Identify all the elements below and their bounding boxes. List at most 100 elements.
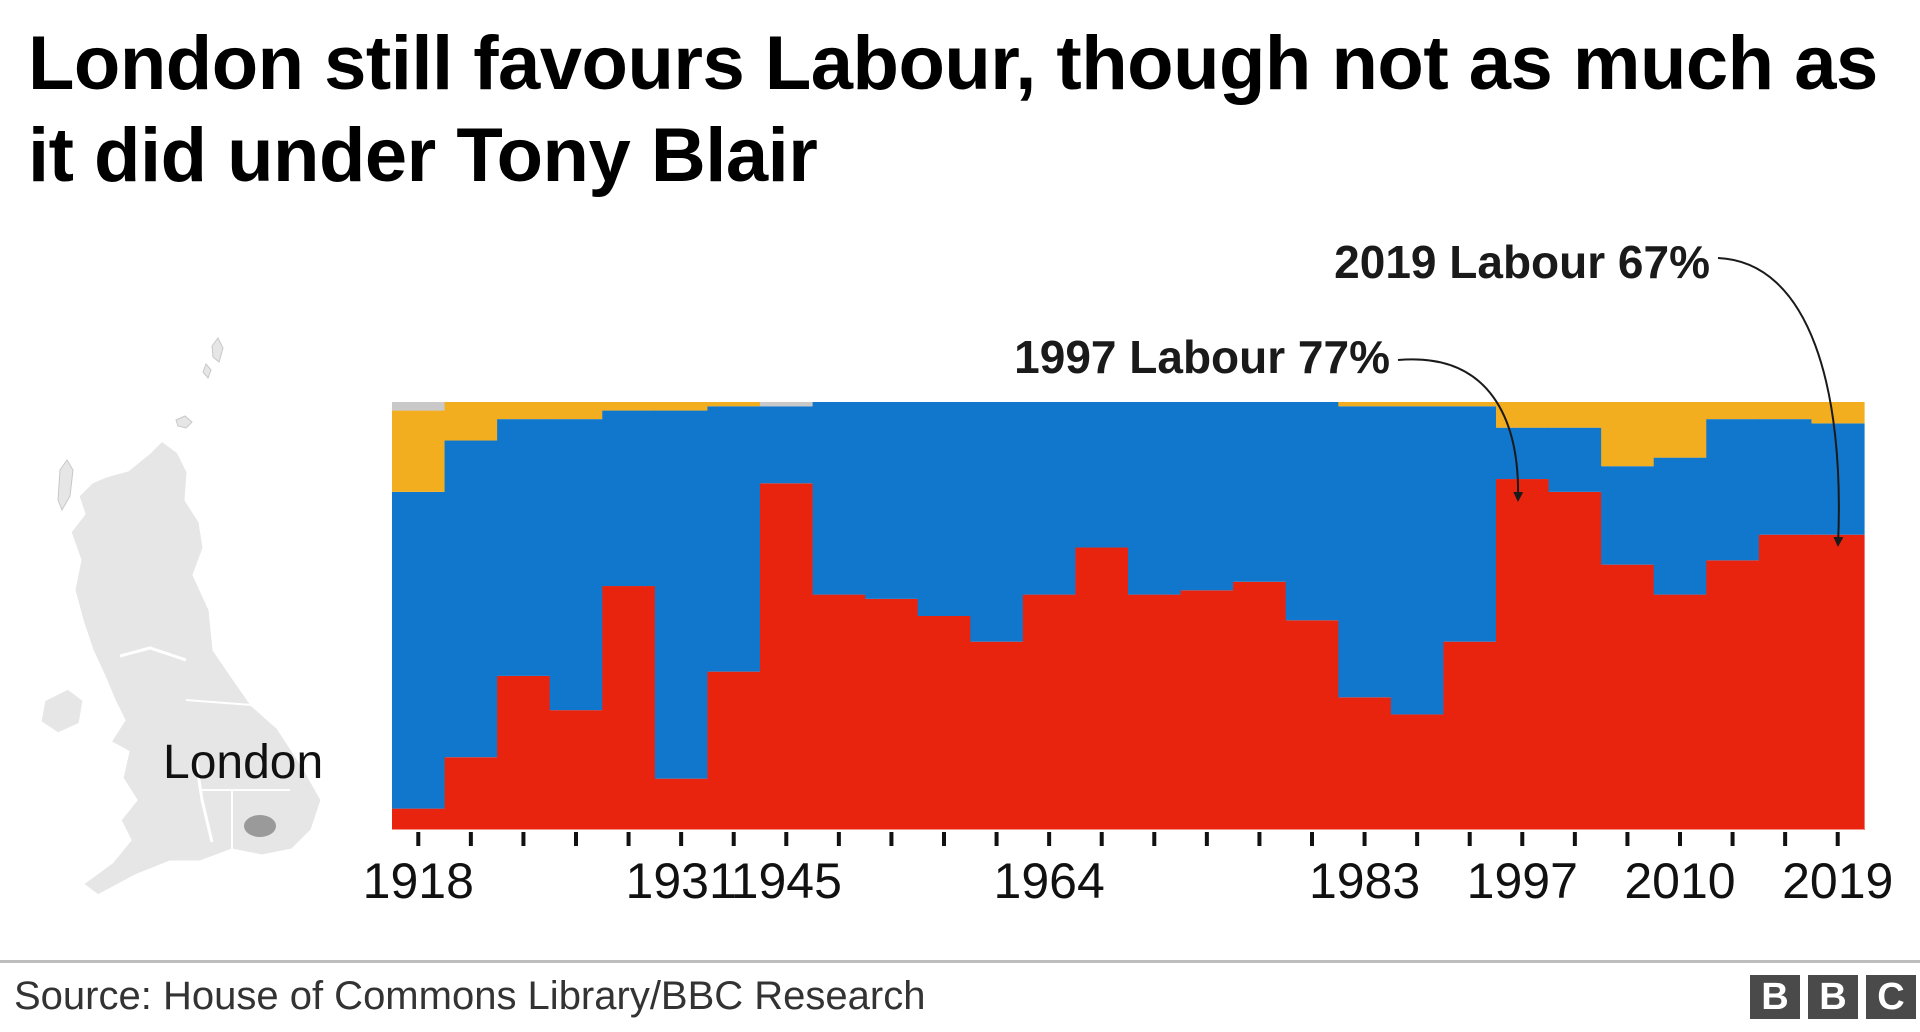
bar-segment-conservative-1922 [444,440,498,758]
bar-segment-labour-2001 [1548,491,1602,830]
bar-segment-conservative-1951 [865,402,919,599]
bar-segment-labour-1945 [760,483,814,830]
bar-segment-labour-2017 [1758,534,1813,830]
bar-segment-labour-2015 [1706,560,1760,830]
london-highlight [244,815,276,837]
annotation-2019-label: 2019 Labour 67% [1334,236,1710,288]
bar-segment-other-1918 [392,402,446,411]
bar-segment-labour-1966 [1075,547,1129,830]
bar-segment-conservative-1997 [1496,427,1550,480]
x-tick-label-1931: 1931 [626,853,737,909]
x-tick-label-2019: 2019 [1782,853,1893,909]
x-tick-label-2010: 2010 [1624,853,1735,909]
bbc-logo-letter: C [1866,975,1916,1019]
bar-segment-labour-1974F [1180,590,1234,830]
wales-border [194,759,214,843]
bar-segment-labour-1931 [654,778,709,830]
bar-segment-conservative-1979 [1285,402,1339,621]
x-axis-ticks [416,832,1840,846]
annotation-1997-label: 1997 Labour 77% [1014,331,1390,383]
bar-segment-liberal-1983 [1338,402,1392,407]
x-tick-label-1945: 1945 [731,853,842,909]
annotation-2019-arrow [1717,257,1844,547]
bar-segment-conservative-1964 [1022,402,1077,595]
x-tick-label-1983: 1983 [1309,853,1420,909]
bar-segment-liberal-2017 [1758,402,1813,420]
bar-segment-conservative-1929 [602,410,656,587]
bar-segment-liberal-1929 [602,402,656,411]
bar-segment-liberal-1987 [1390,402,1445,407]
bar-segment-liberal-2001 [1548,402,1602,428]
scotland-border [119,646,187,662]
stacked-bars [392,402,1865,830]
chart-title: London still favours Labour, though not … [28,21,1878,198]
bar-segment-labour-1929 [602,586,656,830]
bar-segment-conservative-1955 [917,402,971,616]
bbc-logo-letter: B [1808,975,1858,1019]
x-tick-label-1964: 1964 [994,853,1105,909]
bar-segment-other-1945 [760,402,814,407]
northern-ireland-outline [38,686,86,736]
bar-segment-conservative-2017 [1758,419,1813,535]
bar-segment-labour-2005 [1601,564,1655,830]
bar-segment-liberal-1935 [707,402,761,407]
bar-segment-labour-1951 [865,598,919,830]
bar-segment-conservative-1935 [707,406,761,672]
bar-segment-liberal-2010 [1653,402,1707,458]
bar-segment-liberal-2005 [1601,402,1655,467]
bar-segment-conservative-2005 [1601,466,1655,565]
source-credit: Source: House of Commons Library/BBC Res… [14,974,926,1018]
bar-segment-labour-1922 [444,757,498,830]
bar-segment-labour-1964 [1022,594,1077,830]
bar-segment-conservative-1924 [549,419,603,711]
bar-segment-labour-1918 [392,808,446,830]
bar-segment-liberal-1924 [549,402,603,420]
bar-segment-liberal-1997 [1496,402,1550,428]
bar-segment-labour-1955 [917,616,971,830]
shetland-islands [202,337,224,379]
x-tick-label-1997: 1997 [1467,853,1578,909]
uk-map: London [38,337,324,898]
western-isles [57,459,74,512]
bar-segment-conservative-1970 [1128,402,1182,595]
bar-segment-conservative-1950 [812,402,866,595]
x-tick-label-1918: 1918 [363,853,474,909]
bar-segment-conservative-1923 [497,419,551,676]
bar-segment-conservative-1966 [1075,402,1129,548]
bar-segment-conservative-1931 [654,410,709,779]
great-britain-outline [68,438,324,898]
bar-segment-labour-1974O [1233,581,1287,830]
bar-segment-conservative-1992 [1443,406,1497,642]
bar-segment-liberal-1918 [392,410,446,492]
bar-segment-conservative-2010 [1653,457,1707,595]
bar-segment-labour-1997 [1496,479,1550,830]
annotations: 1997 Labour 77% 2019 Labour 67% [1014,236,1844,547]
bar-segment-conservative-2001 [1548,427,1602,492]
bar-segment-conservative-1974O [1233,402,1287,582]
bar-segment-conservative-1974F [1180,402,1234,591]
bar-segment-liberal-1923 [497,402,551,420]
footer-divider [0,960,1920,963]
annotation-1997-arrow [1397,358,1524,502]
bar-segment-labour-1959 [970,641,1024,830]
region-border-north [185,699,253,706]
london-map-label: London [163,736,323,789]
bar-segment-labour-1935 [707,671,761,830]
bar-segment-liberal-1922 [444,402,498,441]
bar-segment-conservative-1987 [1390,406,1445,715]
bar-segment-liberal-1931 [654,402,709,411]
bar-segment-conservative-1918 [392,491,446,809]
bar-segment-labour-1923 [497,675,551,830]
bbc-logo-letter: B [1750,975,1800,1019]
bbc-logo: B B C [1750,975,1916,1019]
bar-segment-labour-1983 [1338,697,1392,830]
bar-segment-conservative-1959 [970,402,1024,642]
bar-segment-labour-1987 [1390,714,1445,830]
bar-segment-labour-1924 [549,710,603,830]
bar-segment-liberal-2015 [1706,402,1760,420]
bar-segment-labour-2019 [1811,534,1865,830]
orkney-islands [175,415,193,429]
bar-segment-conservative-1945 [760,406,814,484]
